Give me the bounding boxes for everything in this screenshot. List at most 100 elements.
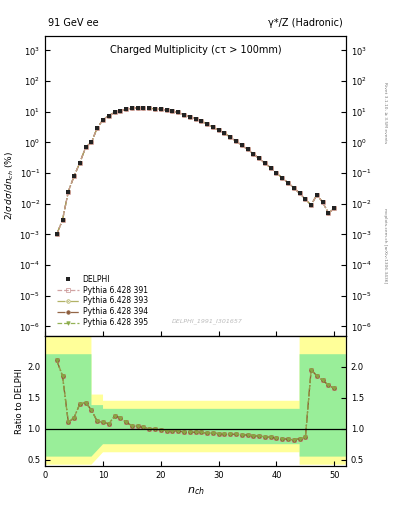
Pythia 6.428 391 [60, 217, 65, 223]
Pythia 6.428 394 [292, 185, 296, 191]
DELPHI [164, 107, 169, 113]
Pythia 6.428 391 [112, 110, 117, 116]
Pythia 6.428 391 [303, 196, 308, 202]
Pythia 6.428 394 [176, 110, 180, 116]
Pythia 6.428 395 [77, 160, 82, 166]
Pythia 6.428 393 [199, 118, 204, 124]
DELPHI [257, 155, 261, 161]
Line: Pythia 6.428 393: Pythia 6.428 393 [55, 106, 336, 236]
Pythia 6.428 393 [83, 144, 88, 150]
Pythia 6.428 393 [251, 151, 256, 157]
Pythia 6.428 395 [182, 112, 186, 118]
DELPHI [222, 130, 227, 136]
Pythia 6.428 394 [89, 139, 94, 145]
Pythia 6.428 395 [205, 121, 209, 127]
Pythia 6.428 391 [297, 190, 302, 196]
DELPHI [72, 173, 77, 179]
DELPHI [280, 175, 285, 181]
Pythia 6.428 395 [274, 170, 279, 176]
Line: Pythia 6.428 394: Pythia 6.428 394 [55, 106, 336, 236]
Pythia 6.428 394 [303, 196, 308, 202]
DELPHI [211, 124, 215, 130]
Pythia 6.428 393 [314, 191, 319, 198]
DELPHI [314, 191, 319, 198]
Pythia 6.428 395 [118, 108, 123, 114]
Pythia 6.428 393 [153, 106, 158, 112]
Pythia 6.428 394 [54, 231, 59, 238]
Text: DELPHI_1991_I301657: DELPHI_1991_I301657 [172, 318, 243, 324]
Pythia 6.428 393 [54, 231, 59, 238]
Pythia 6.428 395 [211, 124, 215, 130]
Pythia 6.428 394 [112, 110, 117, 116]
DELPHI [228, 134, 233, 140]
Y-axis label: $2/\sigma\, d\sigma/dn_{ch}$ (%): $2/\sigma\, d\sigma/dn_{ch}$ (%) [4, 151, 17, 220]
Pythia 6.428 395 [187, 114, 192, 120]
Pythia 6.428 391 [309, 202, 314, 208]
DELPHI [176, 110, 180, 116]
Pythia 6.428 395 [95, 125, 99, 131]
Pythia 6.428 393 [147, 105, 152, 111]
Pythia 6.428 395 [112, 110, 117, 116]
Text: Rivet 3.1.10, ≥ 3.5M events: Rivet 3.1.10, ≥ 3.5M events [383, 82, 387, 143]
Pythia 6.428 393 [112, 110, 117, 116]
Pythia 6.428 393 [118, 108, 123, 114]
Pythia 6.428 395 [320, 199, 325, 205]
Pythia 6.428 391 [101, 117, 105, 123]
Pythia 6.428 395 [60, 217, 65, 223]
Pythia 6.428 395 [332, 205, 337, 211]
Pythia 6.428 394 [118, 108, 123, 114]
Pythia 6.428 395 [66, 188, 71, 195]
Pythia 6.428 394 [107, 113, 111, 119]
Pythia 6.428 394 [251, 151, 256, 157]
DELPHI [251, 151, 256, 157]
Pythia 6.428 393 [303, 196, 308, 202]
Legend: DELPHI, Pythia 6.428 391, Pythia 6.428 393, Pythia 6.428 394, Pythia 6.428 395: DELPHI, Pythia 6.428 391, Pythia 6.428 3… [55, 273, 149, 329]
DELPHI [124, 106, 129, 113]
Pythia 6.428 395 [309, 202, 314, 208]
DELPHI [268, 165, 273, 171]
Pythia 6.428 394 [280, 175, 285, 181]
DELPHI [187, 114, 192, 120]
Pythia 6.428 395 [164, 107, 169, 113]
Pythia 6.428 395 [286, 180, 290, 186]
Line: Pythia 6.428 395: Pythia 6.428 395 [55, 106, 336, 236]
Pythia 6.428 391 [66, 188, 71, 195]
DELPHI [233, 138, 238, 144]
Pythia 6.428 395 [228, 134, 233, 140]
Pythia 6.428 391 [222, 130, 227, 136]
DELPHI [66, 188, 71, 195]
Pythia 6.428 393 [257, 155, 261, 161]
DELPHI [309, 202, 314, 208]
Pythia 6.428 393 [141, 105, 146, 111]
Pythia 6.428 394 [332, 205, 337, 211]
Pythia 6.428 395 [124, 106, 129, 113]
Pythia 6.428 391 [141, 105, 146, 111]
Pythia 6.428 391 [77, 160, 82, 166]
DELPHI [130, 105, 134, 111]
Pythia 6.428 393 [107, 113, 111, 119]
Pythia 6.428 394 [297, 190, 302, 196]
Pythia 6.428 393 [72, 173, 77, 179]
Pythia 6.428 391 [89, 139, 94, 145]
Pythia 6.428 391 [182, 112, 186, 118]
Pythia 6.428 391 [176, 110, 180, 116]
Pythia 6.428 394 [193, 116, 198, 122]
DELPHI [182, 112, 186, 118]
DELPHI [101, 117, 105, 123]
Pythia 6.428 394 [286, 180, 290, 186]
Pythia 6.428 393 [182, 112, 186, 118]
Pythia 6.428 393 [274, 170, 279, 176]
Pythia 6.428 393 [95, 125, 99, 131]
Pythia 6.428 394 [222, 130, 227, 136]
Pythia 6.428 395 [245, 146, 250, 152]
Pythia 6.428 391 [83, 144, 88, 150]
Pythia 6.428 394 [170, 108, 175, 114]
X-axis label: $n_{ch}$: $n_{ch}$ [187, 485, 204, 497]
Pythia 6.428 395 [326, 210, 331, 216]
Pythia 6.428 395 [297, 190, 302, 196]
DELPHI [297, 190, 302, 196]
Pythia 6.428 391 [263, 160, 267, 166]
Pythia 6.428 391 [135, 105, 140, 111]
Pythia 6.428 393 [292, 185, 296, 191]
Pythia 6.428 393 [77, 160, 82, 166]
